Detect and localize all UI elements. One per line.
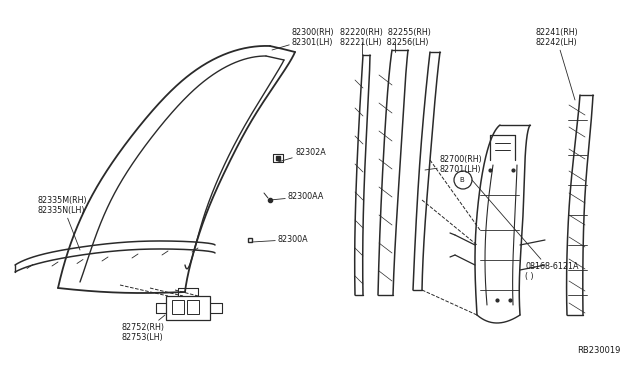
Bar	[187, 300, 199, 314]
Bar	[172, 300, 184, 314]
Text: 82241(RH)
82242(LH): 82241(RH) 82242(LH)	[535, 28, 578, 100]
Text: 82700(RH)
82701(LH): 82700(RH) 82701(LH)	[425, 155, 483, 174]
Text: 82752(RH)
82753(LH): 82752(RH) 82753(LH)	[122, 315, 165, 342]
Text: RB230019: RB230019	[577, 346, 620, 355]
Text: 82220(RH)  82255(RH): 82220(RH) 82255(RH)	[340, 28, 431, 37]
Text: 82302A: 82302A	[278, 148, 326, 162]
Text: 82335M(RH)
82335N(LH): 82335M(RH) 82335N(LH)	[38, 196, 88, 250]
Text: 82300(RH)
82301(LH): 82300(RH) 82301(LH)	[272, 28, 335, 50]
Text: 82221(LH)  82256(LH): 82221(LH) 82256(LH)	[340, 38, 429, 47]
Text: 08168-6121A
( ): 08168-6121A ( )	[472, 180, 579, 281]
Text: 82300AA: 82300AA	[270, 192, 324, 201]
Text: B: B	[460, 177, 465, 183]
Text: 82300A: 82300A	[252, 235, 308, 244]
